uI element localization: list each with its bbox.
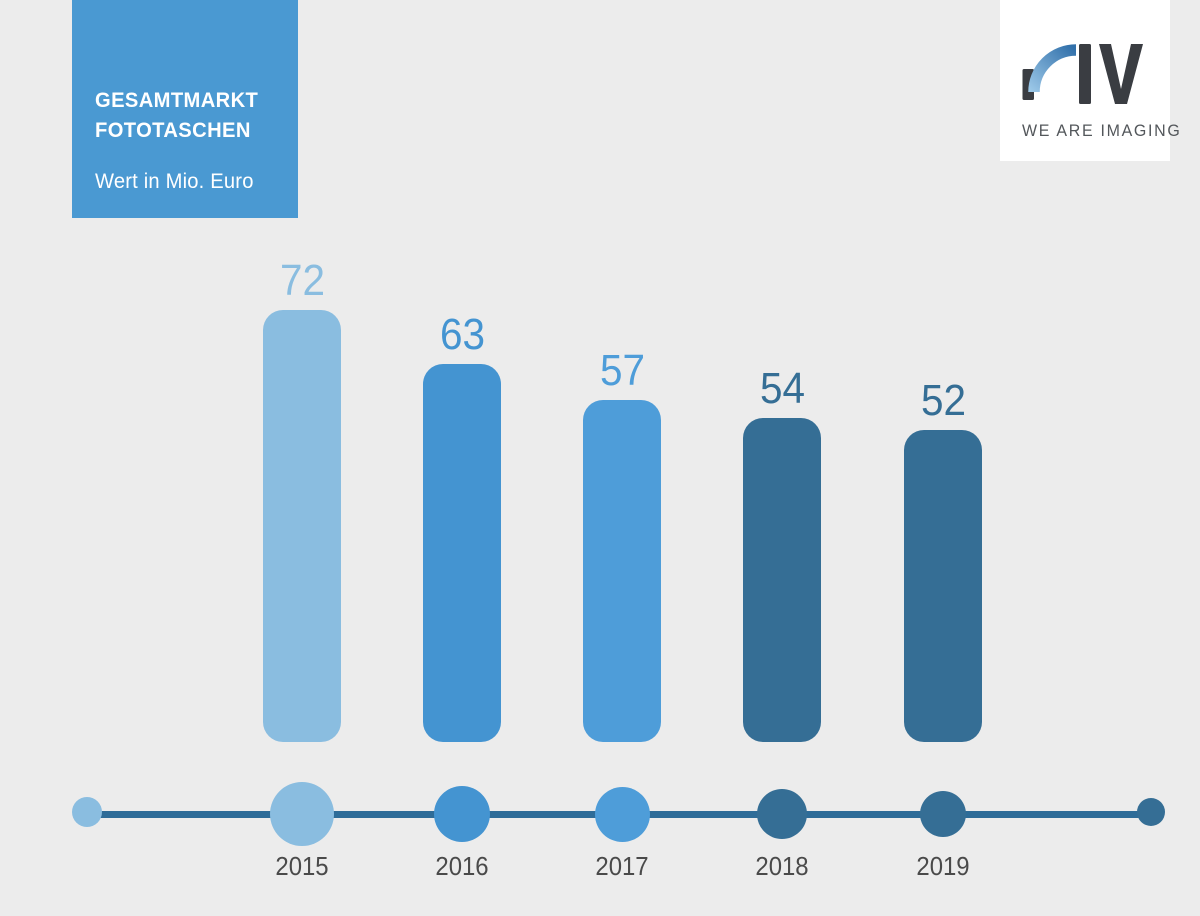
year-label-2015: 2015 bbox=[275, 851, 329, 881]
chart-title-line1: GESAMTMARKT bbox=[95, 89, 259, 112]
bar-2019 bbox=[904, 430, 982, 742]
timeline-dot-2016 bbox=[434, 786, 490, 842]
bar-group-2016: 63 bbox=[423, 312, 501, 742]
bar-group-2015: 72 bbox=[263, 258, 341, 742]
chart-title-box: GESAMTMARKT FOTOTASCHEN Wert in Mio. Eur… bbox=[72, 0, 298, 218]
bar-value-label-2016: 63 bbox=[439, 310, 485, 359]
timeline-dot-2018 bbox=[757, 789, 807, 839]
bar-2015 bbox=[263, 310, 341, 742]
chart-subtitle: Wert in Mio. Euro bbox=[95, 170, 254, 193]
bar-value-label-2015: 72 bbox=[279, 256, 325, 305]
chart-title: GESAMTMARKT FOTOTASCHEN bbox=[95, 86, 258, 146]
chart-title-line2: FOTOTASCHEN bbox=[95, 119, 251, 142]
logo-letter-i bbox=[1079, 44, 1091, 104]
logo-p-arc bbox=[1028, 44, 1077, 93]
logo-letter-v bbox=[1099, 44, 1143, 104]
year-label-2016: 2016 bbox=[435, 851, 489, 881]
timeline-dot-2019 bbox=[920, 791, 966, 837]
bar-2018 bbox=[743, 418, 821, 742]
bar-2017 bbox=[583, 400, 661, 742]
timeline-dot-2017 bbox=[594, 786, 650, 842]
year-label-2019: 2019 bbox=[916, 851, 970, 881]
timeline-endcap-left bbox=[72, 797, 102, 827]
bar-group-2018: 54 bbox=[743, 366, 821, 742]
logo-tagline: WE ARE IMAGING bbox=[1022, 121, 1182, 140]
timeline-dot-2015 bbox=[270, 782, 334, 846]
year-label-2017: 2017 bbox=[595, 851, 649, 881]
bar-value-label-2018: 54 bbox=[759, 364, 805, 413]
bar-2016 bbox=[423, 364, 501, 742]
timeline-endcap-right bbox=[1137, 798, 1165, 826]
piv-logo-box: WE ARE IMAGING bbox=[1000, 0, 1180, 161]
bar-value-label-2019: 52 bbox=[920, 376, 966, 425]
year-label-2018: 2018 bbox=[755, 851, 809, 881]
bar-value-label-2017: 57 bbox=[599, 346, 645, 395]
bar-group-2017: 57 bbox=[583, 348, 661, 742]
bar-group-2019: 52 bbox=[904, 378, 982, 742]
piv-logo-icon bbox=[1022, 44, 1143, 104]
